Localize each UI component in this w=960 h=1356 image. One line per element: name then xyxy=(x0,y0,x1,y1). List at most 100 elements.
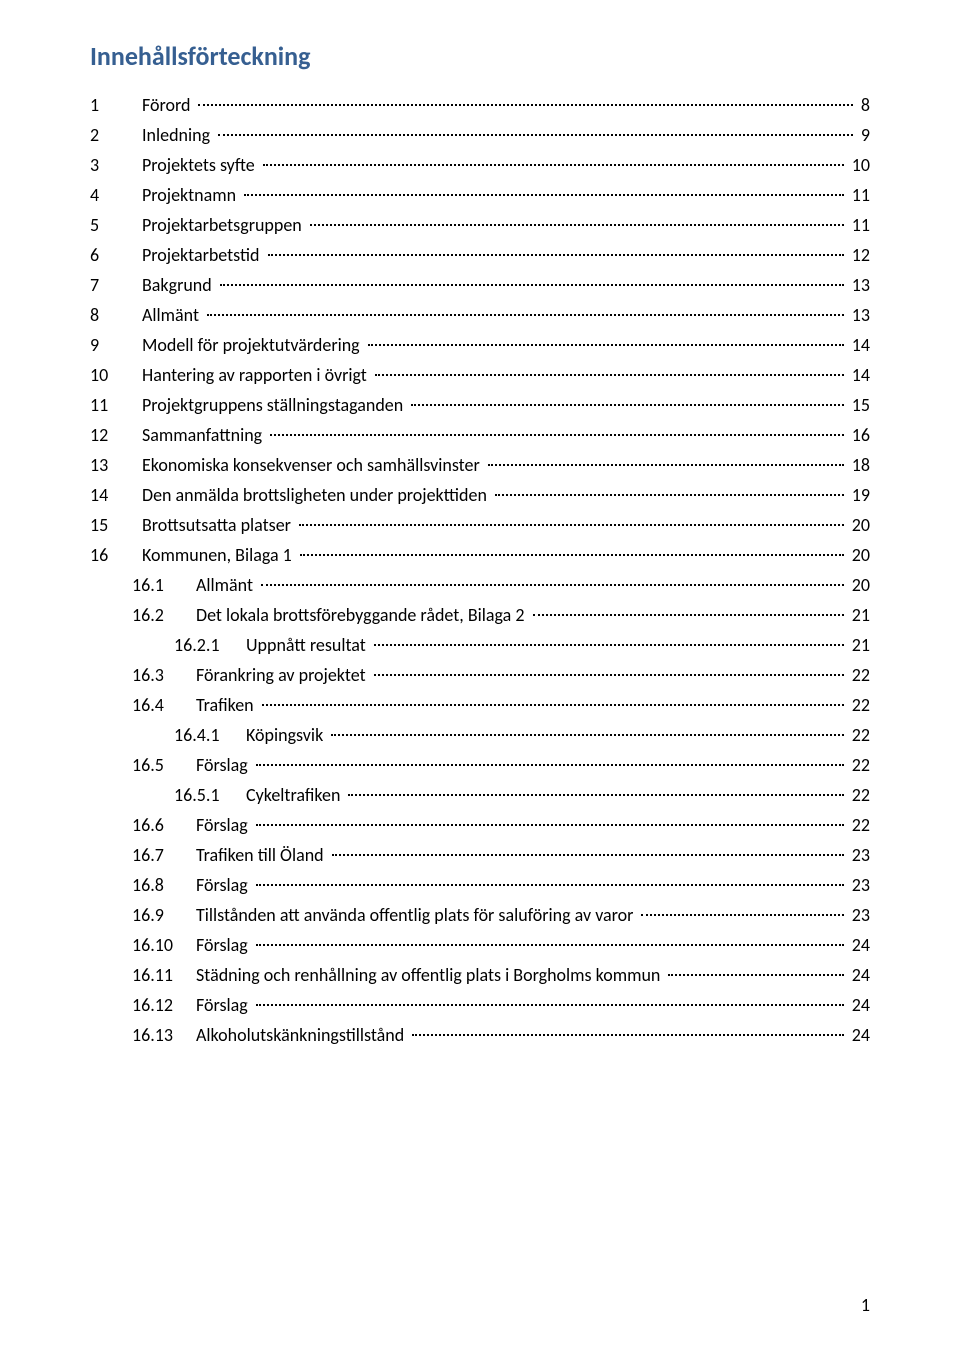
toc-entry-number: 9 xyxy=(90,334,142,356)
toc-entry-number: 12 xyxy=(90,424,142,446)
toc-leader-dots xyxy=(262,704,844,706)
toc-entry-page: 22 xyxy=(848,814,870,836)
toc-leader-dots xyxy=(300,554,844,556)
toc-entry-number: 4 xyxy=(90,184,142,206)
toc-entry-page: 12 xyxy=(848,244,870,266)
toc-entry-label: Förslag xyxy=(196,994,252,1016)
toc-entry[interactable]: 8Allmänt 13 xyxy=(90,300,870,330)
toc-entry-label: Cykeltrafiken xyxy=(246,784,344,806)
toc-leader-dots xyxy=(198,104,852,106)
toc-entry-page: 21 xyxy=(848,604,870,626)
toc-leader-dots xyxy=(668,974,843,976)
toc-entry-number: 16.1 xyxy=(132,574,196,596)
toc-entry-label: Den anmälda brottsligheten under projekt… xyxy=(142,484,491,506)
toc-entry-number: 16.3 xyxy=(132,664,196,686)
toc-entry[interactable]: 16.2.1Uppnått resultat21 xyxy=(90,630,870,660)
toc-entry-number: 15 xyxy=(90,514,142,536)
toc-entry[interactable]: 7Bakgrund13 xyxy=(90,270,870,300)
toc-entry[interactable]: 16.2Det lokala brottsförebyggande rådet,… xyxy=(90,600,870,630)
toc-entry[interactable]: 16.5.1Cykeltrafiken22 xyxy=(90,780,870,810)
toc-entry-page: 16 xyxy=(848,424,870,446)
toc-entry-label: Förord xyxy=(142,94,194,116)
toc-entry-number: 6 xyxy=(90,244,142,266)
toc-entry-label: Projektgruppens ställningstaganden xyxy=(142,394,407,416)
toc-entry[interactable]: 16.1Allmänt20 xyxy=(90,570,870,600)
toc-entry[interactable]: 5Projektarbetsgruppen11 xyxy=(90,210,870,240)
toc-leader-dots xyxy=(218,134,853,136)
toc-entry[interactable]: 13Ekonomiska konsekvenser och samhällsvi… xyxy=(90,450,870,480)
toc-entry[interactable]: 16.4Trafiken22 xyxy=(90,690,870,720)
toc-entry-page: 24 xyxy=(848,994,870,1016)
toc-entry[interactable]: 12Sammanfattning16 xyxy=(90,420,870,450)
toc-entry-label: Ekonomiska konsekvenser och samhällsvins… xyxy=(142,454,484,476)
toc-entry-label: Städning och renhållning av offentlig pl… xyxy=(196,964,664,986)
toc-entry[interactable]: 16.7Trafiken till Öland23 xyxy=(90,840,870,870)
toc-entry-number: 10 xyxy=(90,364,142,386)
toc-entry-page: 9 xyxy=(857,124,870,146)
toc-entry-page: 8 xyxy=(857,94,870,116)
toc-leader-dots xyxy=(368,344,844,346)
toc-entry-label: Allmänt xyxy=(142,304,203,326)
toc-entry[interactable]: 16.8Förslag23 xyxy=(90,870,870,900)
toc-entry[interactable]: 16Kommunen, Bilaga 120 xyxy=(90,540,870,570)
toc-leader-dots xyxy=(332,854,844,856)
toc-entry-number: 16.13 xyxy=(132,1024,196,1046)
toc-leader-dots xyxy=(261,584,844,586)
toc-entry-page: 18 xyxy=(848,454,870,476)
toc-entry-number: 5 xyxy=(90,214,142,236)
toc-entry[interactable]: 16.11Städning och renhållning av offentl… xyxy=(90,960,870,990)
toc-entry[interactable]: 3Projektets syfte10 xyxy=(90,150,870,180)
toc-entry[interactable]: 16.6Förslag22 xyxy=(90,810,870,840)
toc-entry-number: 16.4.1 xyxy=(174,724,246,746)
toc-entry[interactable]: 6Projektarbetstid12 xyxy=(90,240,870,270)
toc-leader-dots xyxy=(207,314,844,316)
toc-entry-page: 24 xyxy=(848,964,870,986)
toc-entry-page: 19 xyxy=(848,484,870,506)
toc-entry[interactable]: 16.4.1Köpingsvik 22 xyxy=(90,720,870,750)
toc-entry[interactable]: 16.3Förankring av projektet22 xyxy=(90,660,870,690)
toc-entry[interactable]: 16.12Förslag 24 xyxy=(90,990,870,1020)
toc-entry-page: 22 xyxy=(848,754,870,776)
toc-leader-dots xyxy=(331,734,844,736)
toc-entry-label: Trafiken xyxy=(196,694,258,716)
toc-entry-number: 7 xyxy=(90,274,142,296)
toc-leader-dots xyxy=(411,404,844,406)
toc-entry[interactable]: 10Hantering av rapporten i övrigt 14 xyxy=(90,360,870,390)
toc-entry-label: Projektets syfte xyxy=(142,154,259,176)
toc-entry[interactable]: 2Inledning9 xyxy=(90,120,870,150)
toc-entry-page: 20 xyxy=(848,544,870,566)
toc-leader-dots xyxy=(374,644,844,646)
toc-leader-dots xyxy=(310,224,844,226)
toc-leader-dots xyxy=(256,824,844,826)
toc-leader-dots xyxy=(495,494,844,496)
toc-entry-number: 16.12 xyxy=(132,994,196,1016)
toc-entry-label: Köpingsvik xyxy=(246,724,327,746)
toc-entry-page: 23 xyxy=(848,904,870,926)
toc-entry[interactable]: 15Brottsutsatta platser20 xyxy=(90,510,870,540)
toc-entry[interactable]: 16.5Förslag22 xyxy=(90,750,870,780)
toc-entry[interactable]: 14Den anmälda brottsligheten under proje… xyxy=(90,480,870,510)
toc-entry-label: Uppnått resultat xyxy=(246,634,370,656)
toc-entry-page: 14 xyxy=(848,364,870,386)
toc-entry-page: 13 xyxy=(848,274,870,296)
toc-entry-label: Trafiken till Öland xyxy=(196,844,328,866)
toc-entry-page: 23 xyxy=(848,844,870,866)
toc-entry-number: 16.5 xyxy=(132,754,196,776)
toc-entry[interactable]: 1Förord8 xyxy=(90,90,870,120)
toc-entry-page: 22 xyxy=(848,724,870,746)
toc-leader-dots xyxy=(268,254,844,256)
toc-entry-page: 20 xyxy=(848,514,870,536)
toc-entry-page: 24 xyxy=(848,934,870,956)
toc-entry-number: 8 xyxy=(90,304,142,326)
toc-list: 1Förord82Inledning93Projektets syfte104P… xyxy=(90,90,870,1050)
toc-entry[interactable]: 11Projektgruppens ställningstaganden15 xyxy=(90,390,870,420)
toc-entry-label: Hantering av rapporten i övrigt xyxy=(142,364,371,386)
toc-entry[interactable]: 16.13Alkoholutskänkningstillstånd24 xyxy=(90,1020,870,1050)
toc-entry[interactable]: 9Modell för projektutvärdering14 xyxy=(90,330,870,360)
toc-entry[interactable]: 16.10Förslag24 xyxy=(90,930,870,960)
toc-entry-page: 13 xyxy=(848,304,870,326)
toc-entry[interactable]: 4Projektnamn11 xyxy=(90,180,870,210)
toc-entry-number: 2 xyxy=(90,124,142,146)
toc-entry[interactable]: 16.9Tillstånden att använda offentlig pl… xyxy=(90,900,870,930)
toc-leader-dots xyxy=(375,374,844,376)
